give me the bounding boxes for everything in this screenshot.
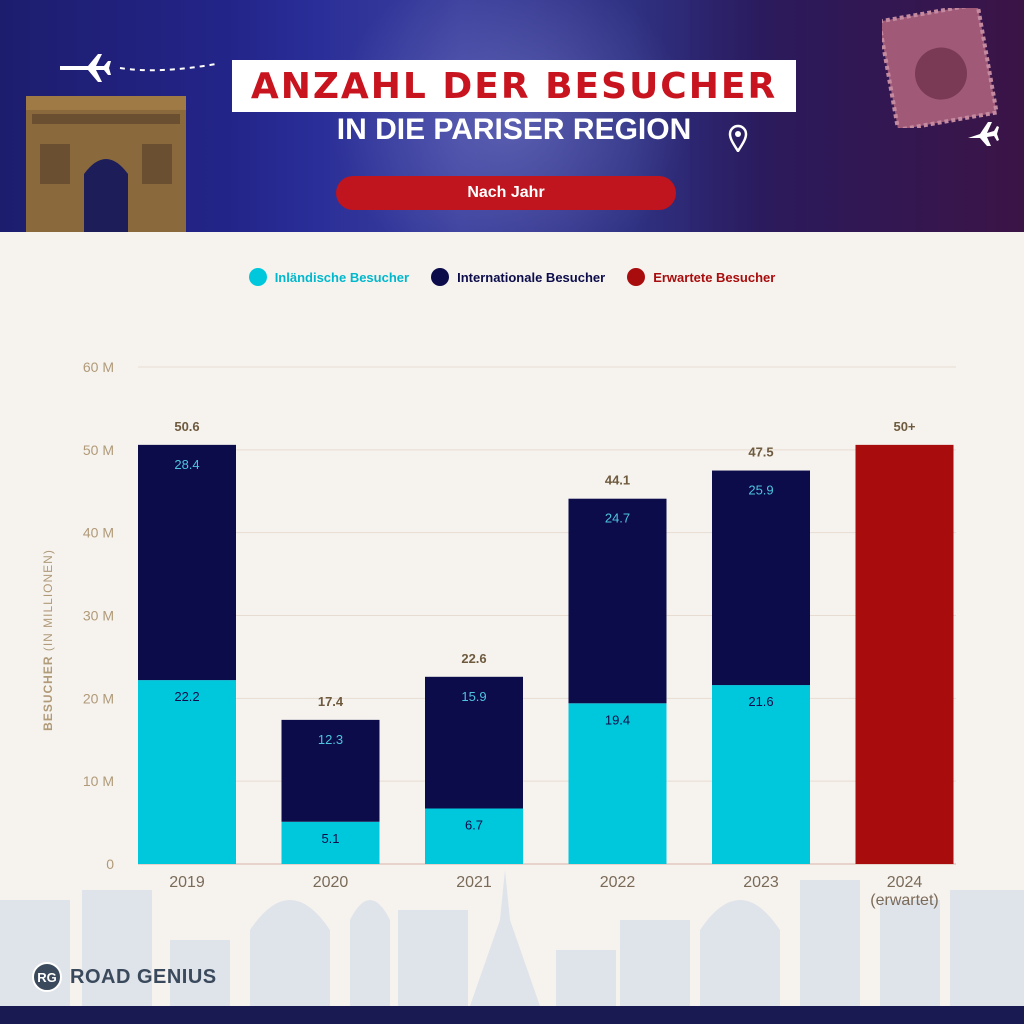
chart-subtitle: IN DIE PARISER REGION	[336, 113, 692, 146]
bar-segment-international	[568, 498, 667, 704]
bar-segment-international	[281, 719, 380, 822]
bar-segment-domestic	[568, 703, 667, 864]
x-tick-label: (erwartet)	[870, 892, 938, 909]
legend-label-domestic: Inländische Besucher	[274, 269, 410, 285]
x-tick-label: 2019	[169, 874, 205, 891]
road-genius-logo: RG ROAD GENIUS	[32, 962, 217, 992]
chart-title: ANZAHL DER BESUCHER	[250, 65, 778, 107]
data-label-domestic: 6.7	[465, 818, 483, 833]
y-tick-label: 40 M	[83, 525, 114, 541]
paris-skyline-illustration	[0, 870, 1024, 1006]
location-pin-icon	[728, 124, 748, 152]
x-tick-label: 2024	[887, 874, 923, 891]
legend-item-international: Internationale Besucher	[431, 268, 605, 286]
stacked-bar-chart: 0 10 M 20 M 30 M 40 M 50 M 60 M 22.2 28.4 50.6 201…	[83, 359, 956, 909]
data-label-domestic: 19.4	[605, 712, 630, 727]
x-tick-label: 2020	[313, 874, 349, 891]
data-label-international: 24.7	[605, 511, 630, 526]
bar-segment-domestic	[138, 680, 236, 864]
data-label-international: 12.3	[318, 732, 343, 747]
bar-segment-international	[425, 676, 523, 809]
total-label: 17.4	[318, 694, 344, 709]
y-tick-label: 60 M	[83, 359, 114, 375]
bar-segment-domestic	[712, 685, 810, 864]
total-label: 50+	[893, 419, 915, 434]
total-label: 47.5	[748, 445, 773, 460]
y-tick-label: 50 M	[83, 442, 114, 458]
logo-text: ROAD GENIUS	[70, 965, 217, 988]
header-banner: ANZAHL DER BESUCHER IN DIE PARISER REGIO…	[0, 0, 1024, 232]
y-tick-label: 10 M	[83, 773, 114, 789]
data-label-international: 28.4	[174, 457, 199, 472]
data-label-domestic: 22.2	[174, 689, 199, 704]
bar-segment-international	[138, 444, 236, 681]
y-tick-label: 30 M	[83, 608, 114, 624]
total-label: 44.1	[605, 473, 630, 488]
data-label-domestic: 21.6	[748, 694, 773, 709]
x-tick-label: 2022	[600, 874, 636, 891]
bar-segment-domestic	[281, 821, 380, 864]
title-box: ANZAHL DER BESUCHER	[232, 60, 796, 112]
legend-item-domestic: Inländische Besucher	[248, 268, 410, 286]
y-tick-label: 0	[106, 856, 114, 872]
data-label-international: 25.9	[748, 483, 773, 498]
legend-swatch-expected	[627, 268, 646, 286]
legend-label-international: Internationale Besucher	[457, 269, 606, 285]
bar-segment-domestic	[425, 808, 523, 864]
bar-segment-expected	[855, 444, 954, 864]
footer-bar	[0, 1006, 1024, 1024]
legend-swatch-international	[431, 268, 450, 286]
y-tick-label: 20 M	[83, 690, 114, 706]
legend-label-expected: Erwartete Besucher	[653, 269, 776, 285]
legend-swatch-domestic	[248, 268, 267, 286]
total-label: 50.6	[174, 419, 199, 434]
period-pill: Nach Jahr	[336, 176, 676, 210]
total-label: 22.6	[461, 651, 486, 666]
postage-stamp-icon	[882, 8, 999, 128]
legend: Inländische Besucher Internationale Besu…	[0, 268, 1024, 286]
logo-badge: RG	[32, 962, 62, 992]
x-tick-label: 2021	[456, 874, 492, 891]
bar-segment-international	[712, 470, 810, 686]
airplane-icon	[60, 54, 217, 82]
arc-de-triomphe-icon	[26, 96, 186, 232]
x-tick-label: 2023	[743, 874, 779, 891]
data-label-domestic: 5.1	[321, 831, 339, 846]
legend-item-expected: Erwartete Besucher	[627, 268, 775, 286]
airplane-icon	[968, 122, 999, 146]
data-label-international: 15.9	[461, 689, 486, 704]
